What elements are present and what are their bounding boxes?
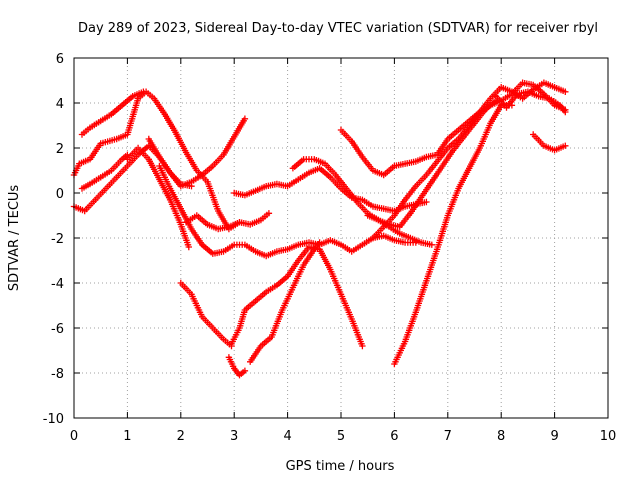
y-tick-label: 0 <box>56 187 64 202</box>
series-track-05 <box>124 144 192 251</box>
series-track-16 <box>369 79 569 242</box>
series-track-18 <box>391 102 516 368</box>
series-track-12 <box>247 239 323 365</box>
series-track-08 <box>182 210 273 233</box>
series-track-03 <box>78 88 147 138</box>
x-tick-label: 4 <box>283 429 291 444</box>
x-tick-label: 3 <box>230 429 238 444</box>
x-tick-label: 6 <box>390 429 398 444</box>
data-point <box>316 239 323 246</box>
data-point <box>428 241 435 248</box>
data-point <box>562 108 569 116</box>
data-point <box>140 88 147 95</box>
y-tick-label: -2 <box>51 232 64 247</box>
grid <box>74 58 608 418</box>
y-tick-label: 4 <box>56 97 64 112</box>
series-track-13 <box>231 165 430 215</box>
chart-title: Day 289 of 2023, Sidereal Day-to-day VTE… <box>78 21 598 36</box>
data-point <box>241 115 249 122</box>
x-tick-labels: 0 1 2 3 4 5 6 7 8 9 10 <box>70 429 616 444</box>
y-tick-label: -4 <box>51 277 64 292</box>
series-track-11 <box>228 243 366 350</box>
y-axis-label: SDTVAR / TECUs <box>7 185 22 292</box>
x-tick-label: 7 <box>444 429 452 444</box>
x-tick-label: 5 <box>337 429 345 444</box>
data-point <box>562 88 569 95</box>
y-tick-label: 6 <box>56 52 64 67</box>
data-point <box>241 367 249 374</box>
y-tick-label: -10 <box>43 412 64 427</box>
data-point <box>185 243 192 251</box>
x-tick-label: 9 <box>550 429 558 444</box>
series-track-04 <box>78 151 131 192</box>
x-axis-label: GPS time / hours <box>286 459 395 474</box>
series-track-06 <box>145 115 249 190</box>
data-point <box>359 342 366 350</box>
x-tick-label: 10 <box>600 429 617 444</box>
series-track-14 <box>289 156 435 248</box>
x-tick-label: 2 <box>177 429 185 444</box>
y-tick-labels: -10 -8 -6 -4 -2 0 2 4 6 <box>43 52 64 427</box>
series-track-20 <box>530 131 569 154</box>
axis-ticks <box>73 57 609 419</box>
series-track-09 <box>177 279 235 350</box>
data-points <box>70 79 569 379</box>
y-tick-label: -6 <box>51 322 64 337</box>
data-point <box>562 142 569 149</box>
series-track-10 <box>225 354 249 379</box>
data-point <box>423 198 430 206</box>
y-tick-label: -8 <box>51 367 64 382</box>
series-track-17 <box>364 97 500 230</box>
x-tick-label: 1 <box>123 429 131 444</box>
x-tick-label: 0 <box>70 429 78 444</box>
y-tick-label: 2 <box>56 142 64 157</box>
data-point <box>265 210 273 217</box>
x-tick-label: 8 <box>497 429 505 444</box>
series-track-19 <box>492 88 569 116</box>
